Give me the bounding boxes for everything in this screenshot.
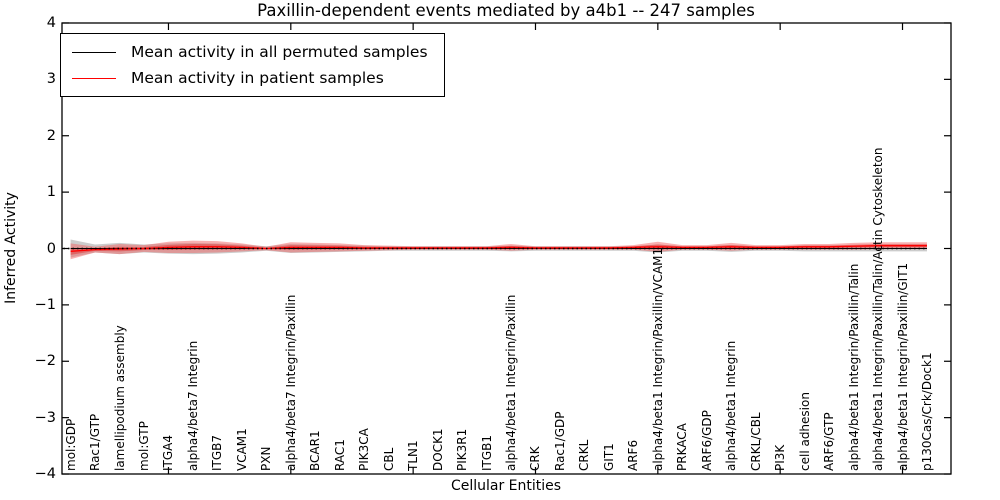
x-tick-label: alpha4/beta7 Integrin — [185, 340, 200, 471]
x-tick-label: PXN — [259, 446, 274, 471]
y-tick-label: −1 — [34, 296, 56, 313]
legend: Mean activity in all permuted samples Mea… — [60, 33, 445, 97]
legend-item-label: Mean activity in all permuted samples — [131, 43, 428, 61]
x-tick-label: PI3K — [773, 444, 788, 471]
x-tick-label: PIK3CA — [357, 428, 372, 471]
x-tick-label: ARF6 — [626, 439, 641, 471]
x-tick-label: BCAR1 — [308, 430, 323, 471]
x-tick-label: alpha4/beta1 Integrin/Paxillin/Talin/Act… — [871, 147, 886, 471]
x-tick-label: alpha4/beta1 Integrin/Paxillin/Talin — [846, 263, 861, 471]
x-tick-label: alpha4/beta1 Integrin — [724, 340, 739, 471]
legend-item: Mean activity in all permuted samples — [72, 43, 428, 61]
x-tick-label: alpha4/beta7 Integrin/Paxillin — [283, 294, 298, 471]
x-tick-label: ITGB7 — [210, 434, 225, 471]
y-tick-label: −4 — [34, 466, 56, 483]
x-tick-label: ARF6/GTP — [822, 412, 837, 471]
x-tick-label: mol:GTP — [137, 421, 151, 471]
legend-line-swatch — [72, 77, 116, 79]
x-tick-label: Rac1/GTP — [88, 413, 103, 471]
x-tick-label: GIT1 — [601, 443, 616, 471]
x-tick-label: alpha4/beta1 Integrin/Paxillin/GIT1 — [895, 262, 910, 471]
x-tick-label: Rac1/GDP — [552, 411, 567, 471]
legend-line-swatch — [72, 51, 116, 53]
y-tick-label: 0 — [46, 240, 56, 257]
x-tick-label: VCAM1 — [234, 428, 249, 471]
x-tick-label: DOCK1 — [430, 428, 445, 471]
x-tick-label: PRKACA — [675, 423, 690, 471]
y-tick-label: 1 — [46, 184, 56, 201]
patient-band — [70, 240, 927, 260]
x-tick-label: cell adhesion — [797, 392, 812, 471]
y-tick-label: 4 — [46, 14, 56, 31]
legend-item: Mean activity in patient samples — [72, 69, 428, 87]
patient-mean-line — [70, 245, 927, 252]
x-tick-label: p130Cas/Crk/Dock1 — [919, 352, 934, 471]
x-tick-label: ITGA4 — [161, 434, 176, 471]
y-tick-label: 3 — [46, 71, 56, 88]
x-tick-label: CRKL — [577, 439, 592, 471]
x-tick-label: RAC1 — [332, 439, 347, 471]
x-tick-label: alpha4/beta1 Integrin/Paxillin/VCAM1 — [650, 247, 665, 471]
x-tick-label: CBL — [381, 447, 396, 471]
y-tick-label: −2 — [34, 353, 56, 370]
y-tick-label: −3 — [34, 409, 56, 426]
chart-title: Paxillin-dependent events mediated by a4… — [257, 1, 755, 20]
x-tick-label: lamellipodium assembly — [112, 325, 127, 471]
x-tick-label: CRKL/CBL — [748, 412, 763, 471]
x-tick-label: ARF6/GDP — [699, 410, 714, 471]
x-tick-label: alpha4/beta1 Integrin/Paxillin — [504, 294, 519, 471]
legend-item-label: Mean activity in patient samples — [131, 69, 384, 87]
x-tick-label: TLN1 — [406, 440, 421, 471]
x-axis-label: Cellular Entities — [450, 478, 562, 494]
x-tick-label: PIK3R1 — [455, 428, 470, 471]
x-tick-label: CRK — [528, 446, 543, 471]
x-tick-label: ITGB1 — [479, 434, 494, 471]
x-tick-label: mol:GDP — [63, 418, 78, 471]
y-tick-label: 2 — [46, 127, 56, 144]
